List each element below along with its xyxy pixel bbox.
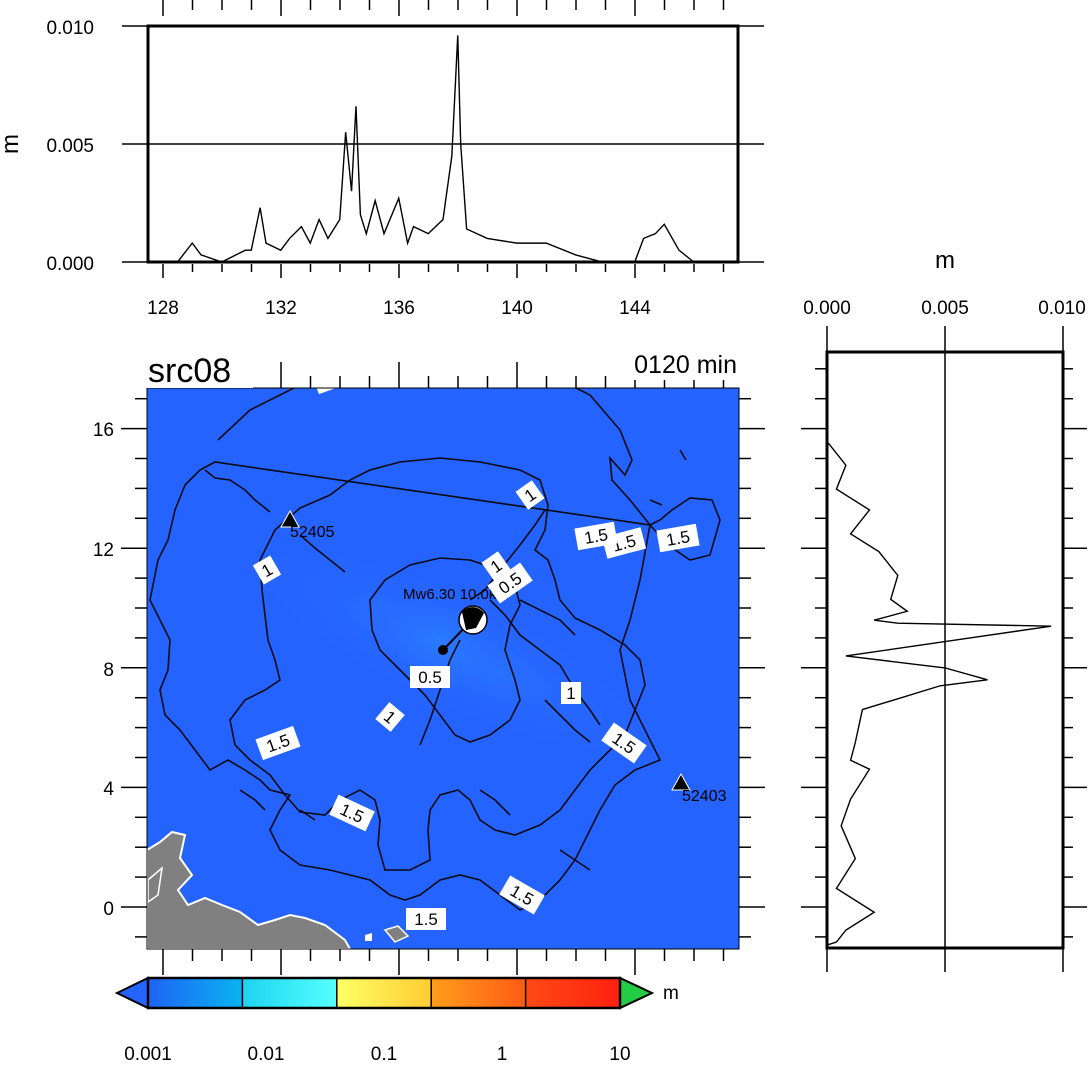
right-xtick-label-0: 0.000 — [803, 298, 851, 319]
station-triangle-icon — [671, 772, 691, 791]
contour-islands — [204, 449, 687, 871]
contour-label-text: 1.5 — [583, 525, 610, 548]
contour-label: 1 — [252, 555, 282, 585]
contour-1.5-outer — [149, 388, 721, 911]
map-ytick-label-1: 12 — [93, 540, 114, 561]
map-title: src08 — [148, 352, 231, 390]
colorbar-segment — [525, 978, 620, 1008]
colorbar-label-3: 1 — [497, 1044, 508, 1065]
top-panel-x-ticks — [162, 0, 725, 278]
top-panel-y-ticks — [122, 25, 764, 263]
station-52405: 52405 — [280, 509, 335, 541]
tsunami-map: Mw6.30 10.0km 52405 52403 1.5 1.5 1 1.5 1.5 1… — [93, 350, 765, 975]
contour-0.5 — [369, 557, 521, 743]
right-panel-y-ticks — [801, 368, 1087, 938]
right-xtick-label-1: 0.005 — [921, 298, 969, 319]
time-box — [607, 350, 739, 380]
station-52405-label: 52405 — [290, 524, 335, 541]
contour-label-box — [406, 908, 446, 930]
contour-label-box — [255, 725, 301, 761]
contour-label: 1.5 — [574, 521, 618, 551]
top-series-line — [148, 35, 695, 263]
colorbar-frame — [146, 976, 622, 1010]
right-panel-x-ticks — [826, 326, 1064, 972]
right-xtick-label-2: 0.010 — [1038, 298, 1086, 319]
contour-label-box — [252, 555, 282, 585]
source-label: Mw6.30 10.0km — [403, 586, 509, 603]
time-label: 0120 min — [634, 351, 737, 379]
land-mass — [147, 830, 352, 949]
contour-label-text: 0.5 — [418, 668, 442, 687]
map-y-ticks — [121, 397, 765, 938]
map-ytick-label-0: 16 — [93, 420, 114, 441]
colorbar-label-2: 0.1 — [371, 1044, 397, 1065]
contour-label: 1 — [481, 551, 511, 581]
title-box — [145, 350, 253, 388]
contour-label: 1.5 — [656, 523, 700, 553]
top-xtick-label-2: 136 — [383, 298, 415, 319]
top-xtick-label-3: 140 — [501, 298, 533, 319]
right-panel-xlabel: m — [935, 247, 955, 274]
contour-label: 1.5 — [329, 794, 375, 832]
land-islet-small — [365, 933, 372, 941]
right-timeseries-panel: m 0.000 0.005 0.010 — [801, 247, 1087, 972]
contour-inner-arm — [419, 509, 601, 746]
contour-label-box — [375, 702, 405, 732]
top-xtick-label-1: 132 — [265, 298, 297, 319]
contour-label-text: 1.5 — [320, 364, 349, 390]
contour-label-box — [561, 682, 581, 704]
colorbar: m 0.001 0.01 0.1 1 10 — [114, 976, 679, 1065]
colorbar-over-arrow — [619, 976, 655, 1010]
top-timeseries-panel: m 0.010 0.005 0.000 128 132 136 140 144 — [0, 0, 764, 319]
contour-label-box — [515, 480, 545, 510]
map-ytick-label-3: 4 — [103, 779, 114, 800]
top-xtick-label-0: 128 — [147, 298, 179, 319]
colorbar-label-1: 0.01 — [248, 1044, 285, 1065]
land-islet — [383, 925, 410, 943]
colorbar-segments — [148, 978, 620, 1008]
map-ytick-label-4: 0 — [103, 899, 114, 920]
right-series-line — [826, 440, 1052, 946]
top-xtick-label-4: 144 — [619, 298, 651, 319]
contour-label: 1 — [515, 480, 545, 510]
contour-label-box — [410, 666, 450, 688]
contour-label: 1.5 — [406, 908, 446, 930]
colorbar-segment — [242, 978, 337, 1008]
colorbar-under-arrow — [114, 976, 149, 1010]
contour-label: 0.5 — [410, 666, 450, 688]
top-panel-ylabel: m — [0, 134, 24, 154]
contour-label-box — [656, 523, 700, 553]
colorbar-label-4: 10 — [609, 1044, 630, 1065]
contour-label-box — [574, 521, 618, 551]
top-ytick-label-1: 0.005 — [46, 136, 94, 157]
top-ytick-label-0: 0.010 — [46, 18, 94, 39]
contour-label-box — [329, 794, 375, 832]
contour-label: 1 — [561, 682, 581, 704]
contour-label-box — [487, 562, 533, 604]
colorbar-segment — [148, 978, 243, 1008]
station-52403: 52403 — [671, 772, 727, 805]
colorbar-unit: m — [663, 983, 679, 1004]
land-island — [147, 866, 164, 904]
map-ytick-label-2: 8 — [103, 660, 114, 681]
epicenter-marker — [438, 645, 448, 655]
contour-label-text: 1 — [566, 684, 575, 703]
contour-label-box — [481, 551, 511, 581]
contour-label-box — [601, 722, 647, 764]
contour-label-text: 1.5 — [665, 527, 692, 550]
colorbar-label-0: 0.001 — [124, 1044, 172, 1065]
contour-label: 1 — [375, 702, 405, 732]
contour-1 — [229, 457, 646, 871]
colorbar-segment — [431, 978, 526, 1008]
contour-label-box — [499, 875, 545, 915]
beachball-icon — [458, 605, 488, 635]
contour-label-text: 1.5 — [414, 910, 438, 929]
station-triangle-icon — [280, 509, 300, 528]
station-52403-label: 52403 — [682, 788, 727, 805]
colorbar-segment — [336, 978, 432, 1008]
top-ytick-label-2: 0.000 — [46, 254, 94, 275]
